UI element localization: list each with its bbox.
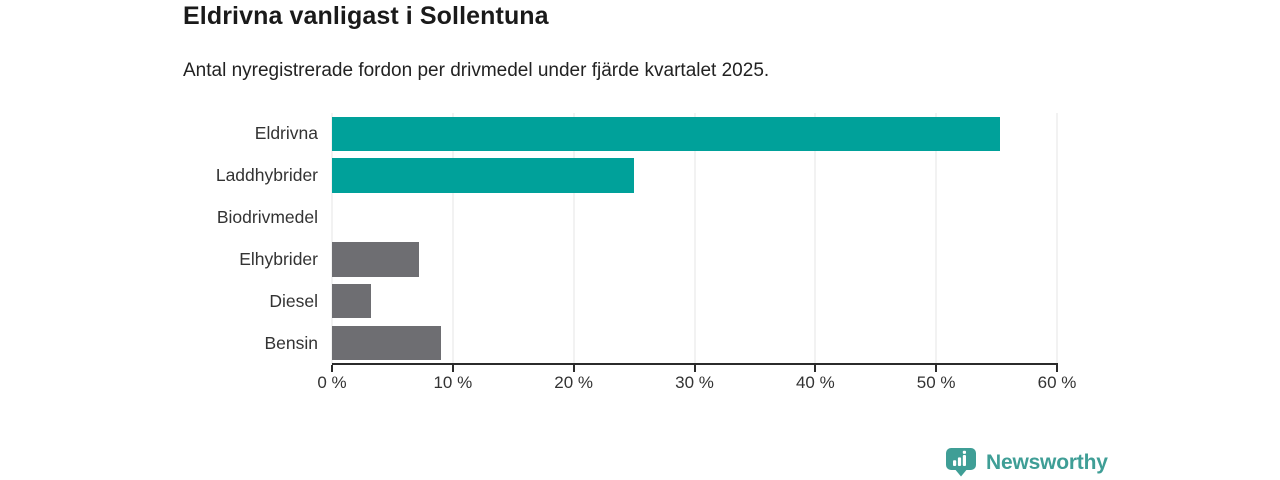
x-tick-label: 40 % (795, 373, 835, 392)
x-tick-label: 20 % (554, 373, 594, 392)
x-axis-tick (1056, 365, 1058, 372)
gridline (935, 113, 937, 364)
plot-area (331, 113, 1058, 372)
category-label-eldrivna: Eldrivna (254, 123, 318, 144)
category-label-bensin: Bensin (264, 332, 318, 353)
y-axis-labels: Eldrivna Laddhybrider Biodrivmedel Elhyb… (0, 113, 318, 364)
category-label-laddhybrider: Laddhybrider (215, 165, 318, 186)
bar-elhybrider (332, 242, 419, 277)
x-axis-tick-labels: 0 % 10 % 20 % 30 % 40 % 50 % 60 % (317, 373, 1076, 397)
category-label-elhybrider: Elhybrider (239, 248, 318, 269)
x-axis-tick (935, 365, 938, 372)
x-axis-tick (331, 365, 333, 372)
chart-title: Eldrivna vanligast i Sollentuna (183, 2, 549, 30)
newsworthy-logo: Newsworthy (945, 447, 1108, 478)
category-label-biodrivmedel: Biodrivmedel (216, 207, 318, 228)
gridline (1056, 113, 1058, 364)
bar-row (332, 280, 1057, 322)
chart-subtitle: Antal nyregistrerade fordon per drivmede… (183, 60, 770, 81)
bar-series (332, 113, 1057, 364)
bar-row (332, 322, 1057, 364)
newsworthy-logo-text: Newsworthy (986, 450, 1108, 474)
x-tick-label: 0 % (317, 373, 347, 392)
x-axis-tick (572, 365, 575, 372)
bar-row (332, 238, 1057, 280)
bar-bensin (332, 325, 441, 361)
bar-laddhybrider (332, 158, 635, 193)
x-tick-label: 30 % (675, 373, 714, 392)
bar-row (332, 197, 1057, 239)
bar-row (332, 113, 1057, 155)
bar-diesel (332, 283, 371, 319)
x-axis-tick (451, 365, 454, 372)
x-axis-tick (814, 365, 817, 372)
gridline (331, 113, 333, 364)
category-label-diesel: Diesel (269, 290, 318, 311)
x-axis-line (332, 363, 1058, 365)
gridline (452, 113, 454, 364)
bar-chart-pin-icon (946, 448, 976, 477)
gridline (694, 113, 695, 364)
gridline (814, 113, 816, 364)
x-tick-label: 50 % (916, 373, 956, 392)
x-tick-label: 10 % (433, 373, 473, 392)
bar-row (332, 155, 1057, 197)
x-tick-label: 60 % (1037, 373, 1077, 392)
gridline (573, 113, 575, 364)
bar-eldrivna (332, 116, 1001, 152)
x-axis-tick (693, 365, 696, 372)
